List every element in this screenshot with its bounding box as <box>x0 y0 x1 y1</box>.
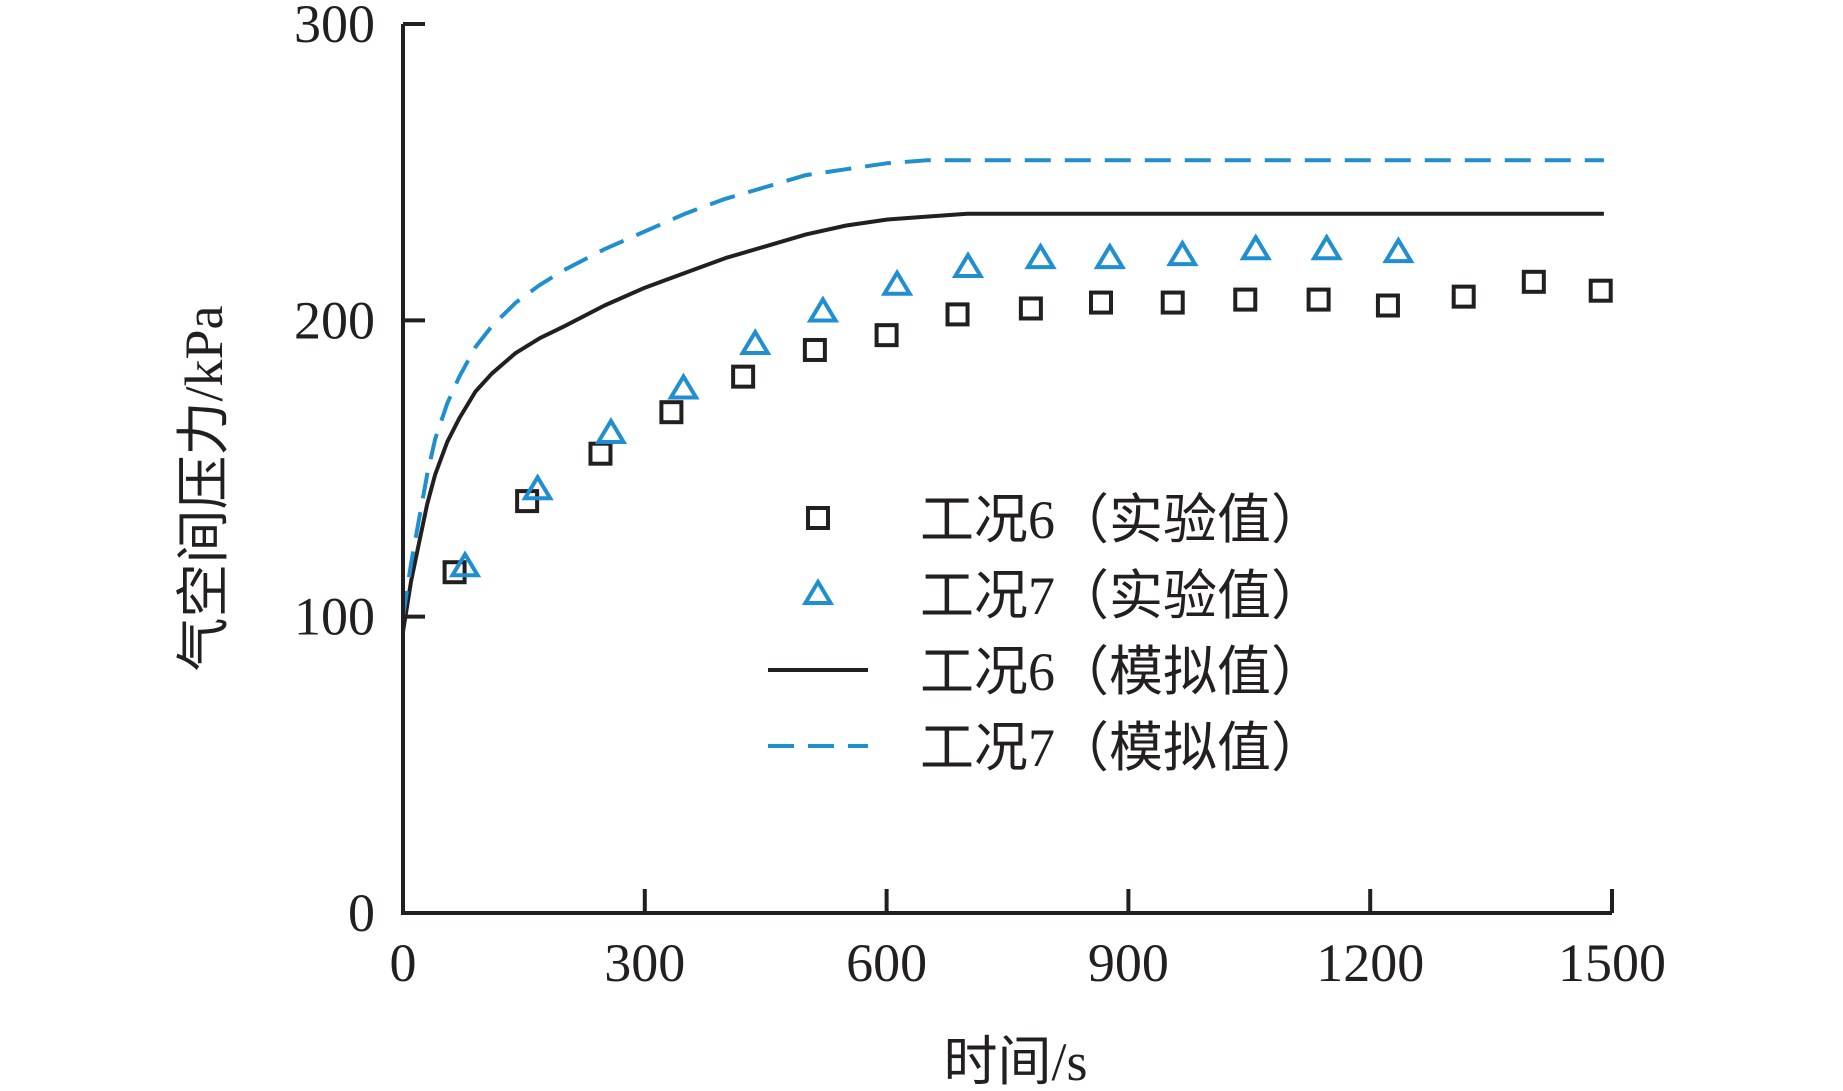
series-0-point <box>1018 296 1043 321</box>
x-tick-label: 1200 <box>1316 933 1424 993</box>
x-tick-label: 600 <box>846 933 927 993</box>
series-1-point <box>1382 236 1415 264</box>
series-0-point <box>1306 287 1331 312</box>
series-1-point <box>1239 233 1272 261</box>
y-tick-label: 0 <box>348 883 375 943</box>
series-0-point <box>1233 287 1258 312</box>
series-0-point <box>1088 290 1113 315</box>
series-1-point <box>1310 233 1343 261</box>
plot-lines <box>401 158 1604 632</box>
ticks <box>403 22 1614 915</box>
legend-label-2: 工况6（模拟值） <box>920 642 1325 702</box>
x-tick-label: 0 <box>390 933 417 993</box>
legend: 工况6（实验值） 工况7（实验值） 工况6（模拟值） 工况7（模拟值） <box>768 490 1325 778</box>
legend-swatch-1 <box>801 578 835 605</box>
series-0-point <box>442 560 467 585</box>
y-tick-label: 100 <box>294 587 375 647</box>
legend-label-0: 工况6（实验值） <box>920 490 1325 550</box>
series-1-point <box>951 251 985 278</box>
x-axis-title: 时间/s <box>943 1032 1087 1091</box>
series-line-2 <box>401 211 1604 632</box>
series-1-point <box>667 372 700 400</box>
y-tick-label: 300 <box>294 0 375 54</box>
series-0-point <box>1160 290 1185 315</box>
series-1-point <box>594 417 628 444</box>
x-tick-label: 300 <box>604 933 685 993</box>
series-1-point <box>739 328 772 356</box>
series-0-point <box>1521 269 1546 294</box>
x-tick-label: 900 <box>1088 933 1169 993</box>
plot-markers <box>442 233 1613 585</box>
series-0-point <box>731 364 756 389</box>
legend-label-3: 工况7（模拟值） <box>920 718 1325 778</box>
series-1-point <box>448 550 482 578</box>
series-1-point <box>806 295 840 323</box>
axes <box>401 24 1612 915</box>
x-tick-label: 1500 <box>1558 933 1666 993</box>
series-1-point <box>1024 242 1057 270</box>
series-1-point <box>1093 242 1126 270</box>
series-1-point <box>880 268 914 296</box>
legend-label-1: 工况7（实验值） <box>920 566 1325 626</box>
series-1-point <box>521 473 554 501</box>
series-0-point <box>802 337 827 362</box>
series-1-point <box>1166 239 1199 267</box>
series-line-3 <box>401 158 1604 617</box>
series-0-point <box>588 441 613 466</box>
tick-labels: 0 100 200 300 0 300 600 900 1200 1500 <box>294 0 1666 993</box>
series-0-point <box>1451 284 1476 309</box>
series-0-point <box>874 323 899 348</box>
series-0-point <box>1375 293 1400 318</box>
series-0-point <box>1588 278 1613 303</box>
legend-swatch-0 <box>806 506 830 530</box>
series-0-point <box>945 302 970 327</box>
y-axis-title: 气空间压力/kPa <box>174 305 234 671</box>
series-0-point <box>659 400 684 425</box>
y-tick-label: 200 <box>294 290 375 350</box>
